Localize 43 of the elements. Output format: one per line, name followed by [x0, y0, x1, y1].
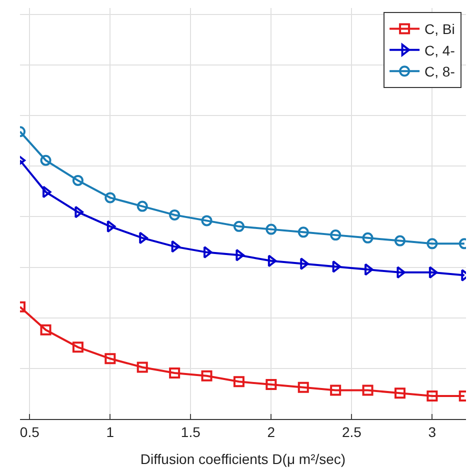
- point: [394, 235, 406, 246]
- point: [169, 209, 180, 220]
- point: [426, 238, 438, 250]
- point: [300, 258, 309, 270]
- point: [428, 266, 438, 279]
- point: [268, 254, 277, 268]
- point: [201, 370, 212, 382]
- point: [330, 384, 342, 396]
- point: [72, 342, 84, 353]
- point: [330, 230, 342, 241]
- point: [136, 200, 148, 212]
- point: [362, 384, 374, 396]
- point: [298, 226, 309, 238]
- point: [104, 192, 116, 204]
- point: [426, 390, 438, 402]
- point: [104, 353, 116, 364]
- x-tick-label: 2.5: [342, 424, 362, 440]
- point: [40, 154, 52, 166]
- point: [298, 382, 309, 393]
- x-tick-label: 2: [267, 424, 276, 440]
- point: [169, 368, 180, 379]
- point: [266, 379, 277, 390]
- point: [332, 260, 342, 273]
- point: [106, 220, 116, 233]
- point: [233, 376, 244, 388]
- point: [72, 174, 84, 186]
- point: [362, 232, 374, 244]
- point: [40, 324, 52, 336]
- legend-label: C, 8-: [424, 64, 456, 80]
- x-axis-title: Diffusion coefficients D(μ m²/sec): [140, 451, 346, 468]
- point: [201, 215, 212, 226]
- point: [204, 246, 212, 258]
- point: [171, 240, 180, 253]
- legend-label: C, Bi: [424, 21, 455, 38]
- point: [266, 224, 277, 235]
- point: [394, 388, 406, 399]
- point: [233, 220, 244, 232]
- x-tick-label: 3: [428, 424, 436, 440]
- point: [136, 362, 148, 373]
- x-tick-label: 1: [106, 424, 114, 440]
- x-tick-label: 1.5: [180, 424, 201, 440]
- x-tick-label: 0.5: [20, 424, 40, 440]
- legend-label: C, 4-: [424, 42, 456, 58]
